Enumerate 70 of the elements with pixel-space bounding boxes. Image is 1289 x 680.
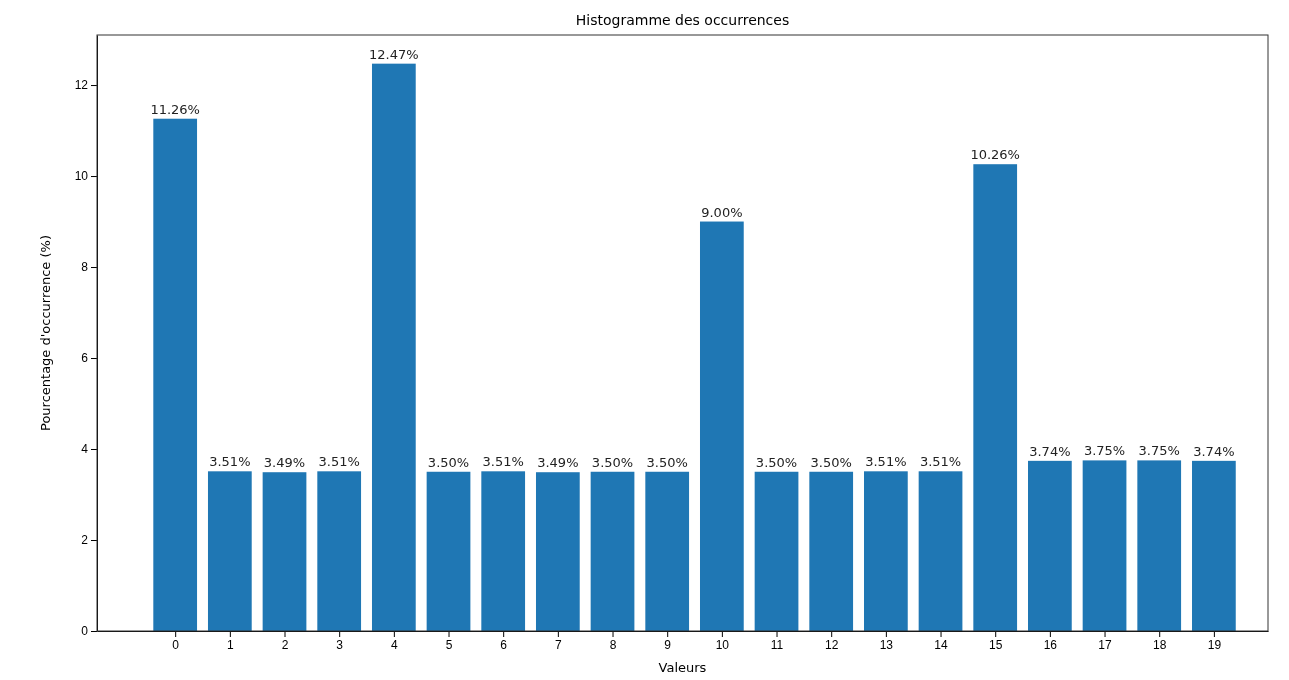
bar [1082, 460, 1127, 631]
x-tick-label: 2 [281, 637, 289, 652]
data-label: 3.74% [1029, 443, 1071, 459]
bar [426, 471, 471, 631]
bar [973, 164, 1018, 631]
x-tick-label: 17 [1098, 637, 1113, 652]
y-axis-title: Pourcentage d'occurrence (%) [38, 235, 53, 431]
bar [864, 471, 908, 631]
x-tick-label: 13 [879, 637, 894, 652]
data-label: 3.49% [537, 455, 579, 471]
x-tick-label: 15 [989, 637, 1003, 652]
data-label: 3.75% [1138, 443, 1180, 459]
data-label: 9.00% [701, 204, 743, 220]
data-label: 10.26% [970, 147, 1020, 163]
x-tick-label: 9 [664, 637, 672, 652]
data-label: 3.51% [482, 454, 524, 470]
bar [645, 471, 690, 631]
data-label: 3.50% [591, 454, 634, 470]
bar [1192, 460, 1236, 631]
bar [754, 471, 799, 631]
data-label: 3.75% [1083, 443, 1126, 459]
data-label: 3.51% [865, 454, 907, 470]
x-tick-label: 18 [1153, 637, 1167, 652]
y-tick-label: 4 [81, 442, 89, 457]
bar [317, 471, 362, 631]
x-tick-label: 0 [172, 637, 180, 652]
bar [809, 471, 854, 631]
bar [153, 118, 198, 631]
bar [535, 472, 580, 631]
x-tick-label: 16 [1043, 637, 1058, 652]
bar [481, 471, 526, 631]
data-label: 3.50% [755, 454, 798, 470]
data-label: 3.51% [919, 454, 962, 470]
data-label: 11.26% [150, 101, 200, 117]
bar [590, 471, 635, 631]
x-tick-label: 5 [445, 637, 453, 652]
x-tick-label: 1 [227, 637, 234, 652]
x-tick-label: 12 [825, 637, 839, 652]
data-label: 3.74% [1193, 443, 1235, 459]
x-tick-label: 7 [555, 637, 563, 652]
data-label: 3.50% [646, 454, 688, 470]
data-label: 3.50% [810, 454, 852, 470]
data-label: 3.50% [427, 454, 470, 470]
bar [371, 63, 416, 631]
bar [1028, 460, 1072, 631]
y-tick-label: 8 [81, 260, 89, 275]
bar [699, 221, 744, 631]
data-label: 3.51% [209, 454, 251, 470]
x-tick-label: 3 [336, 637, 344, 652]
y-tick-label: 10 [74, 169, 89, 184]
bar [918, 471, 963, 631]
chart-title: Histogramme des occurrences [575, 12, 790, 28]
x-tick-label: 19 [1207, 637, 1222, 652]
x-tick-label: 4 [391, 637, 399, 652]
data-label: 3.49% [263, 455, 306, 471]
x-tick-label: 6 [500, 637, 508, 652]
y-tick-label: 6 [81, 351, 89, 366]
y-tick-label: 2 [81, 533, 89, 548]
x-tick-label: 8 [609, 637, 617, 652]
x-tick-label: 10 [715, 637, 730, 652]
x-axis-title: Valeurs [658, 660, 707, 675]
x-tick-label: 11 [770, 637, 784, 652]
data-label: 12.47% [369, 46, 419, 62]
bar [1137, 460, 1182, 631]
bar [207, 471, 252, 631]
y-tick-label: 0 [81, 624, 89, 639]
x-tick-label: 14 [934, 637, 949, 652]
y-tick-label: 12 [74, 78, 89, 93]
data-label: 3.51% [318, 454, 360, 470]
bar [262, 472, 307, 631]
